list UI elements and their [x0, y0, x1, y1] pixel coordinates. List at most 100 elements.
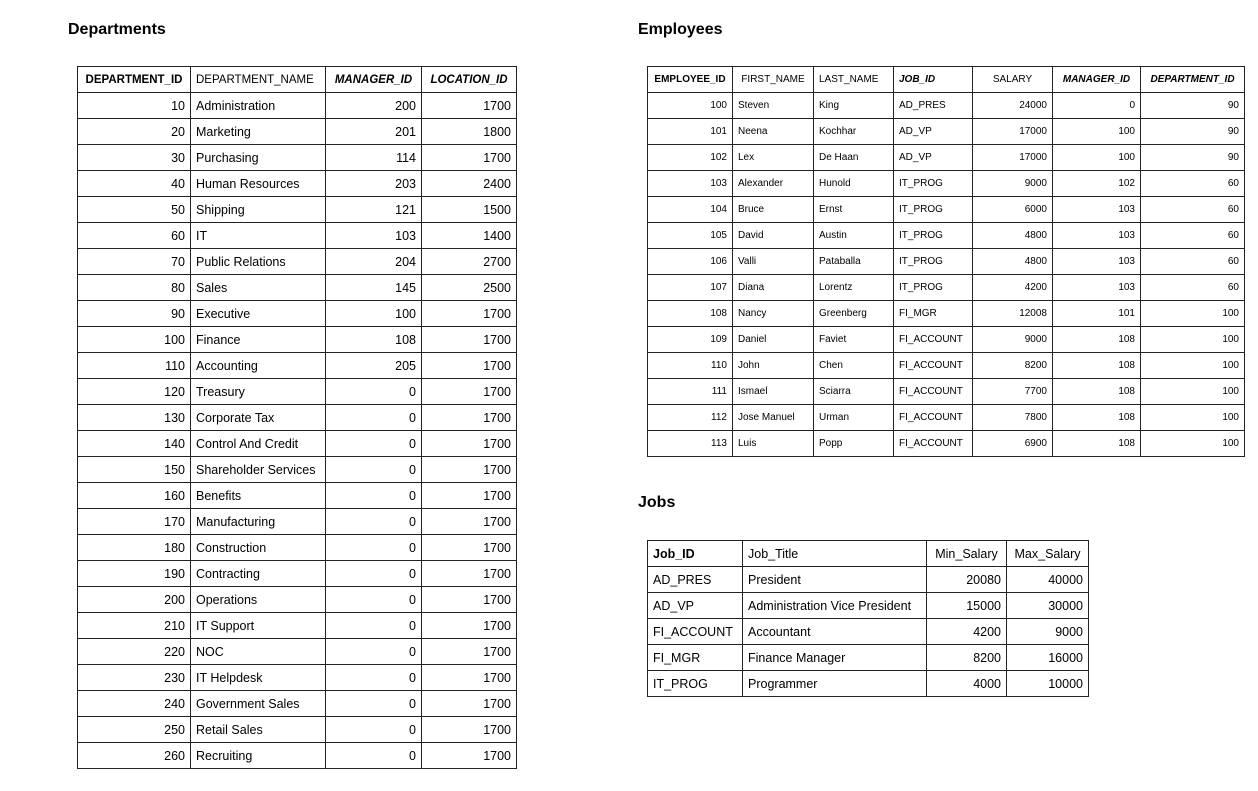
table-row: 240 Government Sales 0 1700	[77, 690, 517, 717]
table-cell: 103	[1052, 274, 1141, 301]
table-cell: 145	[325, 274, 422, 301]
table-cell: 1700	[421, 638, 517, 665]
table-cell: 6000	[972, 196, 1053, 223]
table-cell: 140	[77, 430, 191, 457]
table-cell: FI_ACCOUNT	[647, 618, 743, 645]
table-cell: 60	[1140, 196, 1245, 223]
column-header: DEPARTMENT_NAME	[190, 66, 326, 93]
table-cell: 24000	[972, 92, 1053, 119]
table-cell: King	[813, 92, 894, 119]
table-cell: 108	[1052, 378, 1141, 405]
table-cell: 90	[1140, 118, 1245, 145]
table-cell: IT_PROG	[893, 274, 973, 301]
column-header: DEPARTMENT_ID	[1140, 66, 1245, 93]
table-row: 101 Neena Kochhar AD_VP 17000 100 90	[647, 118, 1245, 145]
table-cell: 8200	[972, 352, 1053, 379]
table-cell: 0	[325, 560, 422, 587]
table-cell: FI_ACCOUNT	[893, 404, 973, 431]
table-cell: Chen	[813, 352, 894, 379]
table-cell: IT Helpdesk	[190, 664, 326, 691]
table-cell: 1800	[421, 118, 517, 145]
header-row: Job_ID Job_Title Min_Salary Max_Salary	[647, 540, 1089, 567]
table-row: 200 Operations 0 1700	[77, 586, 517, 613]
table-cell: 108	[325, 326, 422, 353]
table-cell: 111	[647, 378, 733, 405]
table-cell: 12008	[972, 300, 1053, 327]
table-cell: 190	[77, 560, 191, 587]
table-cell: 20	[77, 118, 191, 145]
table-cell: 130	[77, 404, 191, 431]
table-cell: 40	[77, 170, 191, 197]
table-cell: Hunold	[813, 170, 894, 197]
table-row: 180 Construction 0 1700	[77, 534, 517, 561]
table-row: 80 Sales 145 2500	[77, 274, 517, 301]
table-cell: 17000	[972, 118, 1053, 145]
table-row: IT_PROG Programmer 4000 10000	[647, 670, 1089, 697]
table-cell: 102	[647, 144, 733, 171]
table-cell: 103	[647, 170, 733, 197]
table-cell: 100	[1140, 300, 1245, 327]
table-cell: FI_ACCOUNT	[893, 378, 973, 405]
table-cell: 0	[325, 742, 422, 769]
table-cell: 1700	[421, 664, 517, 691]
table-cell: Steven	[732, 92, 814, 119]
table-cell: 16000	[1006, 644, 1089, 671]
table-row: AD_PRES President 20080 40000	[647, 566, 1089, 593]
table-cell: Austin	[813, 222, 894, 249]
column-header: Job_ID	[647, 540, 743, 567]
table-cell: 1500	[421, 196, 517, 223]
table-row: 110 John Chen FI_ACCOUNT 8200 108 100	[647, 352, 1245, 379]
table-cell: 1700	[421, 612, 517, 639]
table-cell: Recruiting	[190, 742, 326, 769]
table-row: 40 Human Resources 203 2400	[77, 170, 517, 197]
table-cell: 101	[1052, 300, 1141, 327]
table-cell: Valli	[732, 248, 814, 275]
table-cell: Programmer	[742, 670, 927, 697]
table-cell: 1700	[421, 482, 517, 509]
table-row: AD_VP Administration Vice President 15000 3…	[647, 592, 1089, 619]
table-cell: 108	[1052, 352, 1141, 379]
table-cell: 80	[77, 274, 191, 301]
table-cell: 121	[325, 196, 422, 223]
table-cell: 1700	[421, 300, 517, 327]
table-cell: IT Support	[190, 612, 326, 639]
table-cell: 203	[325, 170, 422, 197]
table-cell: 1700	[421, 586, 517, 613]
table-cell: 220	[77, 638, 191, 665]
table-cell: 108	[1052, 430, 1141, 457]
table-cell: Marketing	[190, 118, 326, 145]
column-header: Job_Title	[742, 540, 927, 567]
table-cell: IT_PROG	[893, 170, 973, 197]
table-cell: AD_PRES	[647, 566, 743, 593]
table-cell: 200	[325, 92, 422, 119]
table-cell: 104	[647, 196, 733, 223]
table-cell: 0	[325, 690, 422, 717]
table-cell: Shipping	[190, 196, 326, 223]
table-cell: IT	[190, 222, 326, 249]
table-cell: 0	[325, 456, 422, 483]
table-cell: 0	[325, 716, 422, 743]
table-cell: 1700	[421, 508, 517, 535]
table-cell: 0	[325, 638, 422, 665]
table-cell: 50	[77, 196, 191, 223]
table-cell: 60	[1140, 170, 1245, 197]
column-header: EMPLOYEE_ID	[647, 66, 733, 93]
table-cell: Executive	[190, 300, 326, 327]
table-cell: 4800	[972, 248, 1053, 275]
table-cell: 4200	[972, 274, 1053, 301]
table-cell: 2500	[421, 274, 517, 301]
table-cell: Retail Sales	[190, 716, 326, 743]
table-cell: 4800	[972, 222, 1053, 249]
table-cell: Finance Manager	[742, 644, 927, 671]
table-row: 150 Shareholder Services 0 1700	[77, 456, 517, 483]
table-cell: Kochhar	[813, 118, 894, 145]
table-cell: 4000	[926, 670, 1007, 697]
table-cell: 10	[77, 92, 191, 119]
table-row: 109 Daniel Faviet FI_ACCOUNT 9000 108 100	[647, 326, 1245, 353]
table-cell: Lorentz	[813, 274, 894, 301]
table-row: 113 Luis Popp FI_ACCOUNT 6900 108 100	[647, 430, 1245, 457]
table-cell: 107	[647, 274, 733, 301]
table-row: 110 Accounting 205 1700	[77, 352, 517, 379]
table-cell: 260	[77, 742, 191, 769]
